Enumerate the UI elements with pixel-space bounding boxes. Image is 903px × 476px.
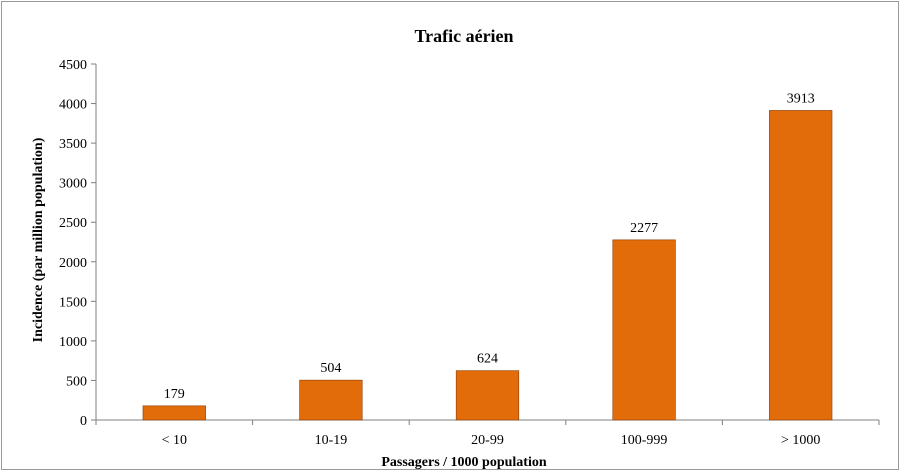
- bar: [455, 370, 520, 421]
- x-tick-label: 10-19: [315, 433, 348, 448]
- data-label: 179: [164, 387, 185, 402]
- data-label: 2277: [630, 221, 658, 236]
- plot-area: 0 500 1000 1500 2000 2500 3000 3500 4000 4500 179 <…: [59, 58, 880, 448]
- y-tick-label: 2500: [59, 216, 87, 231]
- y-tick-label: 2000: [59, 256, 87, 271]
- y-tick-label: 1000: [59, 335, 87, 350]
- bar: [299, 379, 363, 421]
- data-label: 504: [320, 361, 341, 376]
- chart-title: Trafic aérien: [414, 26, 513, 46]
- y-tick-label: 1500: [59, 295, 87, 310]
- x-axis-title: Passagers / 1000 population: [381, 455, 547, 470]
- y-tick-label: 3000: [59, 177, 87, 192]
- bar: [612, 239, 676, 421]
- y-tick-label: 4500: [59, 58, 87, 73]
- bar-chart: Trafic aérien Incidence (par million pop…: [31, 26, 880, 470]
- x-tick-label: < 10: [162, 433, 187, 448]
- y-tick-label: 0: [80, 414, 87, 429]
- x-tick-label: 100-999: [621, 433, 668, 448]
- y-tick-label: 500: [66, 374, 87, 389]
- chart-frame: Trafic aérien Incidence (par million pop…: [1, 1, 899, 470]
- x-tick-label: > 1000: [781, 433, 820, 448]
- data-label: 624: [477, 352, 498, 367]
- y-tick-label: 3500: [59, 137, 87, 152]
- bar: [769, 110, 833, 421]
- bar: [142, 405, 206, 421]
- y-axis-title: Incidence (par million population): [31, 137, 46, 342]
- x-tick-label: 20-99: [471, 433, 504, 448]
- y-tick-label: 4000: [59, 98, 87, 113]
- data-label: 3913: [787, 91, 815, 106]
